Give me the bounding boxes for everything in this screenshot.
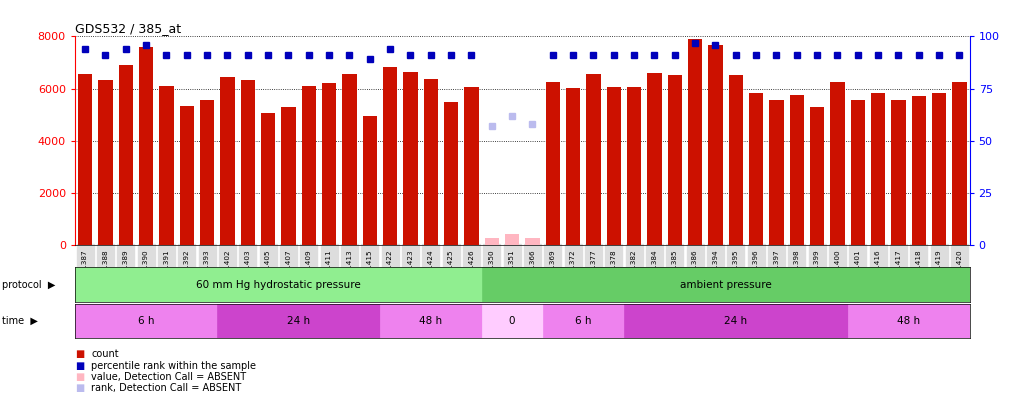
Bar	[362, 116, 377, 245]
Bar	[624, 304, 847, 338]
Bar	[343, 74, 356, 245]
Bar	[424, 79, 438, 245]
Text: ■: ■	[75, 350, 84, 359]
Bar	[78, 74, 92, 245]
Bar	[75, 304, 218, 338]
Bar	[708, 45, 722, 245]
Bar	[892, 100, 906, 245]
Bar	[525, 238, 540, 245]
Bar	[481, 304, 543, 338]
Text: 6 h: 6 h	[137, 316, 154, 326]
Bar	[484, 238, 499, 245]
Text: 6 h: 6 h	[575, 316, 591, 326]
Bar	[302, 86, 316, 245]
Bar	[159, 86, 173, 245]
Bar	[749, 92, 763, 245]
Bar	[912, 96, 925, 245]
Bar	[383, 67, 397, 245]
Text: time  ▶: time ▶	[2, 316, 38, 326]
Bar	[180, 107, 194, 245]
Text: ■: ■	[75, 384, 84, 393]
Bar	[444, 102, 459, 245]
Bar	[790, 95, 803, 245]
Text: 24 h: 24 h	[724, 316, 747, 326]
Bar	[139, 47, 153, 245]
Bar	[566, 88, 580, 245]
Text: 48 h: 48 h	[897, 316, 920, 326]
Bar	[98, 80, 113, 245]
Bar	[688, 39, 702, 245]
Bar	[221, 77, 235, 245]
Bar	[847, 304, 970, 338]
Bar	[606, 87, 621, 245]
Text: rank, Detection Call = ABSENT: rank, Detection Call = ABSENT	[91, 384, 241, 393]
Text: value, Detection Call = ABSENT: value, Detection Call = ABSENT	[91, 372, 246, 382]
Text: ■: ■	[75, 361, 84, 371]
Text: percentile rank within the sample: percentile rank within the sample	[91, 361, 256, 371]
Bar	[647, 73, 662, 245]
Bar	[546, 82, 560, 245]
Text: 0: 0	[509, 316, 515, 326]
Bar	[830, 82, 844, 245]
Bar	[810, 107, 824, 245]
Bar	[668, 75, 682, 245]
Bar	[200, 100, 214, 245]
Bar	[871, 93, 885, 245]
Bar	[241, 80, 254, 245]
Text: count: count	[91, 350, 119, 359]
Bar	[322, 83, 337, 245]
Text: GDS532 / 385_at: GDS532 / 385_at	[75, 22, 181, 35]
Bar	[403, 72, 418, 245]
Text: 48 h: 48 h	[420, 316, 442, 326]
Text: protocol  ▶: protocol ▶	[2, 279, 55, 290]
Text: 60 mm Hg hydrostatic pressure: 60 mm Hg hydrostatic pressure	[196, 279, 360, 290]
Bar	[932, 92, 946, 245]
Text: ambient pressure: ambient pressure	[679, 279, 772, 290]
Bar	[728, 75, 743, 245]
Bar	[851, 100, 865, 245]
Bar	[770, 100, 784, 245]
Bar	[952, 82, 966, 245]
Bar	[281, 107, 295, 245]
Bar	[119, 65, 132, 245]
Bar	[543, 304, 624, 338]
Bar	[380, 304, 481, 338]
Bar	[75, 267, 481, 302]
Bar	[465, 87, 478, 245]
Bar	[481, 267, 970, 302]
Bar	[218, 304, 380, 338]
Text: 24 h: 24 h	[287, 316, 310, 326]
Bar	[505, 234, 519, 245]
Bar	[586, 74, 600, 245]
Text: ■: ■	[75, 372, 84, 382]
Bar	[261, 113, 275, 245]
Bar	[627, 87, 641, 245]
